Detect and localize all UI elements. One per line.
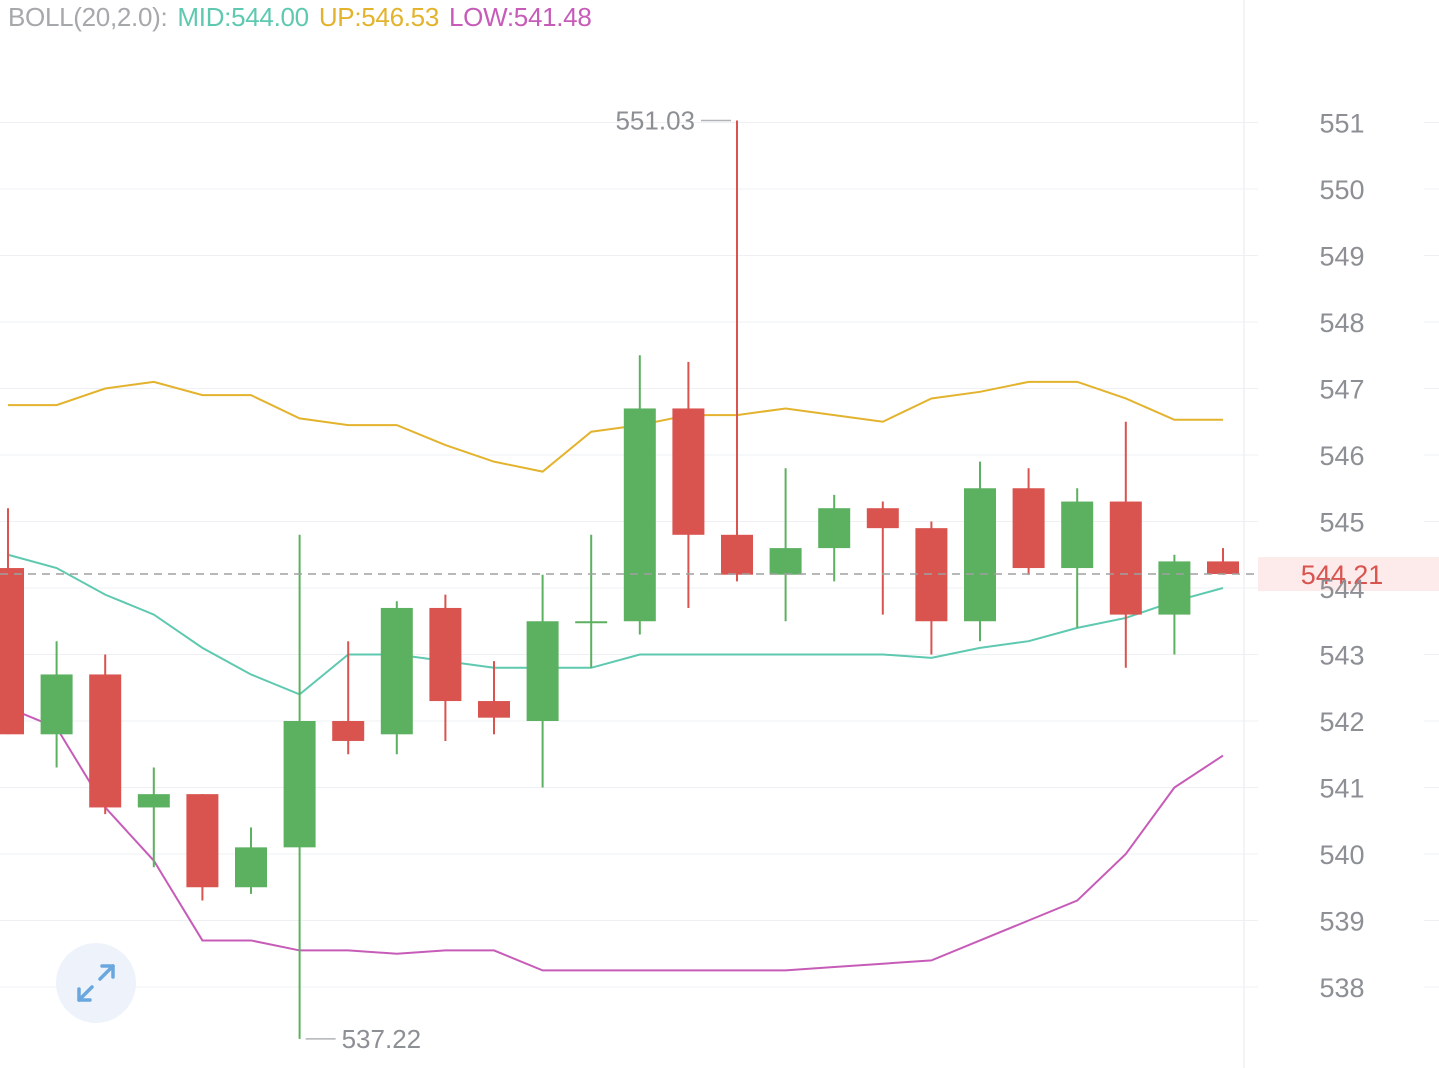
candle — [526, 574, 559, 788]
candle — [89, 654, 122, 815]
candle — [1207, 548, 1239, 575]
y-tick-label: 547 — [1319, 375, 1364, 405]
candle — [478, 661, 510, 735]
candle — [575, 534, 608, 668]
candle — [721, 120, 753, 582]
boll-up-label: UP:546.53 — [318, 2, 439, 32]
expand-arrows-icon — [77, 964, 115, 1002]
min-price-label: 537.22 — [342, 1024, 422, 1054]
annotations: 544.21 551.03 537.22 — [0, 106, 1439, 1054]
candle — [283, 534, 316, 1039]
candle-body — [235, 847, 267, 888]
candle-body — [1061, 501, 1094, 569]
boll-name-label: BOLL(20,2.0): — [8, 2, 168, 32]
candle — [332, 641, 365, 755]
candle-body — [769, 548, 802, 575]
candle-body — [1109, 501, 1142, 615]
y-tick-label: 540 — [1319, 840, 1364, 870]
candle — [186, 794, 219, 901]
candle — [1012, 468, 1045, 575]
candle — [429, 594, 462, 741]
candle — [0, 508, 24, 735]
candle-body — [0, 568, 24, 735]
candle — [380, 601, 413, 755]
y-tick-label: 549 — [1319, 242, 1364, 272]
boll-upper-line — [8, 380, 1223, 473]
candle-body — [964, 488, 996, 622]
y-tick-label: 543 — [1319, 641, 1364, 671]
candle-body — [137, 794, 170, 808]
boll-mid-label: MID:544.00 — [177, 2, 309, 32]
candle — [915, 521, 948, 655]
y-tick-label: 546 — [1319, 441, 1364, 471]
candle-body — [89, 674, 122, 808]
candle-body — [429, 607, 462, 702]
candle — [672, 361, 705, 608]
y-tick-label: 550 — [1319, 175, 1364, 205]
candle-body — [380, 607, 413, 735]
candle — [769, 468, 802, 622]
candle-body — [40, 674, 73, 735]
boll-lower-line — [7, 706, 1224, 972]
candle-body — [721, 534, 753, 575]
candles — [0, 120, 1239, 1039]
candle-body — [1207, 561, 1239, 575]
candle — [1158, 554, 1191, 655]
candle — [1109, 421, 1142, 668]
boll-mid-line — [7, 553, 1224, 696]
y-tick-label: 545 — [1319, 508, 1364, 538]
price-axis: 551 550 549 548 547 546 545 544 543 542 541 540 539 5… — [1319, 109, 1364, 1004]
candle — [1061, 488, 1094, 628]
candle-body — [1012, 488, 1045, 569]
boll-legend: BOLL(20,2.0): MID:544.00 UP:546.53 LOW:541.… — [8, 2, 602, 33]
candle-body — [672, 408, 705, 535]
candle — [964, 461, 996, 642]
last-price-tag — [1258, 557, 1439, 592]
max-price-label: 551.03 — [615, 106, 695, 136]
candle-body — [283, 721, 316, 848]
candle-body — [526, 621, 559, 721]
candle — [235, 827, 267, 894]
candle — [623, 355, 656, 635]
y-tick-label: 544 — [1319, 574, 1364, 604]
candle-body — [478, 701, 510, 718]
candle — [40, 641, 73, 768]
y-tick-label: 538 — [1319, 973, 1364, 1003]
y-tick-label: 551 — [1319, 109, 1364, 139]
expand-button[interactable] — [56, 943, 136, 1023]
y-tick-label: 542 — [1319, 707, 1364, 737]
last-price-label: 544.21 — [1301, 560, 1384, 590]
y-tick-label: 548 — [1319, 308, 1364, 338]
candle-body — [186, 794, 219, 888]
y-tick-label: 541 — [1319, 774, 1364, 804]
candle-body — [575, 621, 608, 624]
candle — [818, 494, 851, 582]
candle — [137, 767, 170, 868]
boll-low-label: LOW:541.48 — [449, 2, 592, 32]
candle-body — [623, 408, 656, 622]
boll-bands — [7, 380, 1224, 972]
candle-body — [332, 721, 365, 741]
y-tick-label: 539 — [1319, 907, 1364, 937]
candle-body — [818, 508, 851, 549]
candle — [866, 501, 899, 615]
candle-body — [1158, 561, 1191, 615]
candle-body — [866, 508, 899, 529]
